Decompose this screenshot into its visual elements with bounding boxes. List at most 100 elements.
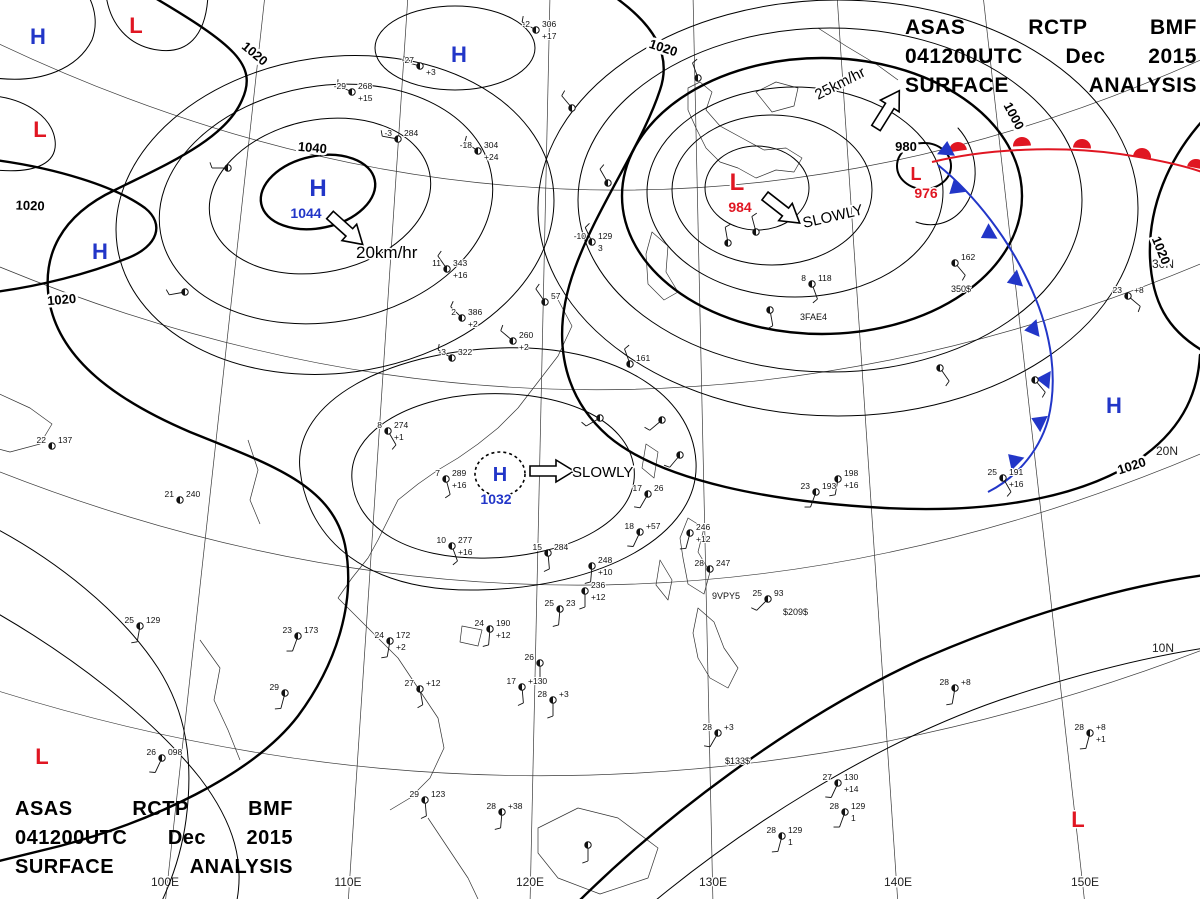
station-plot: 8 118 <box>800 272 833 304</box>
wind-barb-icon <box>274 708 281 710</box>
station-temp-label: 23 <box>283 625 293 635</box>
title-line-3: SURFACE ANALYSIS <box>15 856 293 878</box>
station-temp-label: 27 <box>823 772 833 782</box>
station-pressure-label: 198 <box>844 468 858 478</box>
coastline <box>537 807 659 895</box>
station-plot: 26 <box>524 651 544 682</box>
station-circle-fill-icon <box>443 265 447 273</box>
wind-barb-icon <box>692 58 698 64</box>
station-circle-fill-icon <box>294 632 298 640</box>
station-change-label: +16 <box>453 270 468 280</box>
station-plot <box>561 90 576 112</box>
wind-barb-icon <box>771 851 778 853</box>
wind-barb-icon <box>582 860 589 864</box>
station-temp-label: 28 <box>767 825 777 835</box>
station-plot: 8 274 +1 <box>376 419 409 450</box>
station-temp-label: 2 <box>451 307 456 317</box>
station-pressure-label: 260 <box>519 330 533 340</box>
parallel-line <box>0 650 1200 777</box>
station-temp-label: -18 <box>460 140 473 150</box>
station-pressure-label: 277 <box>458 535 472 545</box>
station-temp-label: 27 <box>405 678 415 688</box>
station-pressure-label: 173 <box>304 625 318 635</box>
station-temp-label: 25 <box>125 615 135 625</box>
station-plot: 161 <box>624 344 651 368</box>
wind-barb-icon <box>535 283 540 290</box>
front-layer <box>931 137 1200 493</box>
station-pressure-label: 322 <box>458 347 472 357</box>
isobar-line <box>1148 121 1200 351</box>
center-pressure-value: 976 <box>914 185 938 201</box>
coastline <box>199 639 241 761</box>
station-circle-fill-icon <box>588 238 592 246</box>
ship-id-label: 350$ <box>951 284 971 294</box>
wind-barb-icon <box>552 624 559 627</box>
wind-barb-icon <box>420 815 427 819</box>
isobar-line <box>351 393 635 559</box>
cold-front-triangle-icon <box>937 141 955 156</box>
latitude-label: 10N <box>1152 641 1174 655</box>
wind-barb-icon <box>946 703 953 706</box>
wind-barb-icon <box>452 560 458 566</box>
station-circle-fill-icon <box>694 74 698 82</box>
isobar-line <box>656 648 1200 899</box>
wind-barb-icon <box>945 380 950 387</box>
station-change-label: +2 <box>519 342 529 352</box>
movement-label: SLOWLY <box>801 202 865 232</box>
station-plot: 17 26 <box>632 482 665 509</box>
coastline <box>679 517 711 595</box>
movement-label: SLOWLY <box>572 464 633 481</box>
station-pressure-label: 57 <box>551 291 561 301</box>
station-circle-fill-icon <box>764 595 768 603</box>
wind-barb-icon <box>517 702 524 706</box>
isobar-line <box>299 347 697 591</box>
coastline <box>0 393 53 453</box>
station-pressure-label: 130 <box>844 772 858 782</box>
station-circle-fill-icon <box>778 832 782 840</box>
station-plot: 15 284 <box>532 541 569 572</box>
station-temp-label: 10 <box>437 535 447 545</box>
station-temp-label: 28 <box>703 722 713 732</box>
station-circle-fill-icon <box>1124 292 1128 300</box>
station-plot: 27 +12 <box>404 677 442 709</box>
latitude-label: 30N <box>1152 257 1174 271</box>
station-plot: 18 +57 <box>624 520 662 547</box>
station-temp-label: 29 <box>410 789 420 799</box>
station-change-label: +3 <box>426 67 436 77</box>
isobar-line <box>579 574 1200 899</box>
movement-arrow-icon <box>529 458 576 484</box>
station-pressure-label: 343 <box>453 258 467 268</box>
wind-barb-icon <box>579 606 586 610</box>
station-circle-fill-icon <box>686 529 690 537</box>
wind-barb-icon <box>1137 306 1141 313</box>
wind-barb-icon <box>500 324 504 331</box>
low-center-mark: L <box>35 744 48 769</box>
station-circle-fill-icon <box>394 135 398 143</box>
station-temp-label: 11 <box>432 258 441 268</box>
coastline <box>459 625 483 647</box>
station-plot: 23 193 <box>800 480 837 508</box>
station-circle-fill-icon <box>752 228 756 236</box>
warm-front-semicircle-icon <box>1187 159 1200 170</box>
wind-barb-icon <box>751 212 758 217</box>
station-plot: 25 93 <box>751 587 785 611</box>
station-circle-fill-icon <box>581 587 585 595</box>
coastline <box>655 559 673 601</box>
longitude-label: 150E <box>1071 875 1099 889</box>
station-temp-label: -3 <box>438 347 446 357</box>
wind-barb-icon <box>521 16 524 23</box>
wind-barb-icon <box>581 421 587 427</box>
cold-front-triangle-icon <box>1008 454 1025 471</box>
station-pressure-label: 098 <box>168 747 182 757</box>
isobar-line <box>0 614 240 899</box>
station-pressure-label: 172 <box>396 630 410 640</box>
station-plot: 25 191 +16 <box>987 466 1025 497</box>
station-change-label: +16 <box>458 547 473 557</box>
station-change-label: +16 <box>844 480 859 490</box>
station-plot: 57 <box>535 283 562 306</box>
movement-arrow-icon <box>760 190 801 225</box>
low-center-mark: L <box>129 13 142 38</box>
